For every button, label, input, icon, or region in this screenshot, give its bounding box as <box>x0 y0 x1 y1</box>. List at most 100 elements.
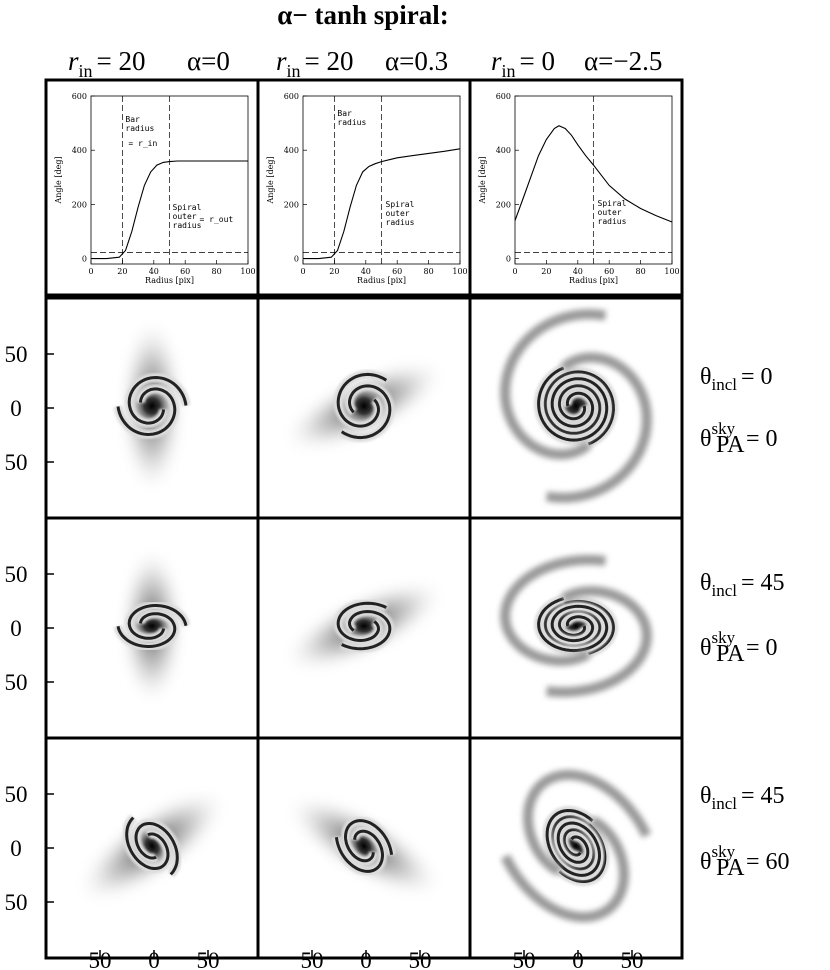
y-tick-label: 600 <box>284 92 299 101</box>
plot-frame <box>256 78 472 297</box>
x-tick-label: 40 <box>361 267 371 276</box>
annotation-spiral-outer: outer <box>173 212 197 221</box>
outer-spiral-arm <box>500 554 606 666</box>
image-y-tick-label: 0 <box>10 616 22 641</box>
galaxy-r3-c2 <box>284 794 444 898</box>
r-value: = 0 <box>520 46 555 76</box>
row-label-2: θincl = 45 θsky PA = 0 <box>700 570 785 667</box>
galaxy-r2-c2 <box>281 579 447 673</box>
outer-spiral-arm <box>523 769 652 876</box>
angle-plot-1: 0 20 40 60 80 100 0 200 400 600 Radius [pix] Angle … <box>44 78 260 297</box>
svg-text:θincl= 45: θincl = 45 <box>700 570 785 600</box>
x-tick-label: 40 <box>573 267 583 276</box>
y-tick-label: 400 <box>284 146 299 155</box>
image-y-tick-label: 50 <box>5 670 28 695</box>
galaxy-r3-c3 <box>500 769 652 923</box>
image-y-tick-label: 50 <box>5 890 28 915</box>
annotation-spiral-outer: outer <box>386 209 410 218</box>
spiral-arm <box>545 808 602 877</box>
figure-title: α− tanh spiral: <box>277 0 448 30</box>
angle-curve <box>514 125 673 223</box>
angle-plot-3: 0 20 40 60 80 100 0 200 400 600 Radius [pix] Angle … <box>468 78 684 297</box>
annotation-bar-radius: Bar <box>125 115 140 124</box>
y-tick-label: 400 <box>72 146 87 155</box>
column-heading-2: rin = 20 α=0.3 <box>276 46 448 81</box>
image-y-tick-label: 50 <box>5 562 28 587</box>
alpha-value: α=0 <box>187 46 230 76</box>
annotation-spiral-outer: radius <box>386 218 415 227</box>
spiral-arm <box>125 816 170 870</box>
y-tick-label: 0 <box>294 255 299 264</box>
galaxy-images <box>76 309 652 923</box>
svg-text:θsky: θsky <box>700 419 736 452</box>
x-tick-label: 0 <box>88 267 93 276</box>
y-tick-label: 600 <box>496 92 511 101</box>
y-tick-label: 200 <box>284 200 299 209</box>
x-tick-label: 40 <box>149 267 159 276</box>
svg-text:rin= 20: rin = 20 <box>276 46 354 81</box>
y-tick-label: 200 <box>72 200 87 209</box>
outer-spiral-arm <box>545 352 652 503</box>
y-tick-label: 0 <box>82 255 87 264</box>
svg-text:PA: PA <box>716 432 745 458</box>
x-tick-label: 100 <box>664 267 679 276</box>
svg-text:= 60: = 60 <box>746 849 790 875</box>
galaxy-r1-c2 <box>281 359 447 453</box>
svg-text:θsky: θsky <box>700 842 736 875</box>
row-label-3: θincl = 45 θsky PA = 60 <box>700 783 790 881</box>
angle-curve <box>303 148 461 260</box>
spiral-arm <box>340 384 392 440</box>
x-tick-label: 0 <box>512 267 517 276</box>
x-tick-label: 100 <box>240 267 255 276</box>
image-x-tick-label: 50 <box>621 948 644 970</box>
image-y-tick-label: 0 <box>10 396 22 421</box>
x-axis-label: Radius [pix] <box>569 276 618 285</box>
column-heading-3: rin = 0 α=−2.5 <box>491 46 662 81</box>
column-heading-1: rin = 20 α=0 <box>68 46 230 81</box>
y-tick-label: 400 <box>496 146 511 155</box>
outer-spiral-arm <box>546 586 652 698</box>
svg-text:θincl= 45: θincl = 45 <box>700 783 785 813</box>
spiral-arm <box>336 372 388 428</box>
annotation-spiral-outer: outer <box>598 208 622 217</box>
x-tick-label: 80 <box>424 267 434 276</box>
r-value: = 20 <box>97 46 146 76</box>
svg-text:PA: PA <box>716 855 745 881</box>
annotation-spiral-outer: Spiral <box>173 203 202 212</box>
spiral-arm <box>543 370 615 446</box>
row-label-1: θincl = 0 θsky PA = 0 <box>700 364 778 458</box>
x-tick-label: 0 <box>300 267 305 276</box>
galaxy-r1-c3 <box>500 309 652 503</box>
image-x-tick-label: 50 <box>301 948 324 970</box>
x-tick-label: 20 <box>117 267 127 276</box>
r-subscript: in <box>79 61 93 81</box>
image-x-tick-label: 0 <box>360 948 372 970</box>
spiral-arm <box>550 815 607 884</box>
image-y-tick-label: 0 <box>10 836 22 861</box>
spiral-arm <box>336 601 387 643</box>
svg-text:rin= 20: rin = 20 <box>68 46 146 81</box>
y-axis-label: Angle [deg] <box>478 156 487 204</box>
annotation-r-out: = r_out <box>200 215 234 224</box>
r-symbol: r <box>68 46 79 76</box>
image-y-tick-label: 50 <box>5 342 28 367</box>
angle-curve <box>91 160 248 260</box>
spiral-arm <box>543 599 615 655</box>
r-subscript: in <box>287 61 301 81</box>
annotation-r-in: = r_in <box>128 139 157 148</box>
x-tick-label: 80 <box>212 267 222 276</box>
image-axis-ticks: 50 0 50 50 0 50 50 0 50 50 0 50 50 0 50 50 0 50 <box>5 342 644 970</box>
spiral-arm <box>116 612 177 648</box>
spiral-arm <box>334 829 385 873</box>
image-x-tick-label: 0 <box>148 948 160 970</box>
image-y-tick-label: 50 <box>5 450 28 475</box>
outer-spiral-arm <box>500 816 629 923</box>
svg-text:= 0: = 0 <box>746 635 778 661</box>
image-x-tick-label: 50 <box>513 948 536 970</box>
r-subscript: in <box>502 61 516 81</box>
svg-text:PA: PA <box>716 641 745 667</box>
annotation-spiral-outer: Spiral <box>598 199 627 208</box>
x-tick-label: 60 <box>604 267 614 276</box>
